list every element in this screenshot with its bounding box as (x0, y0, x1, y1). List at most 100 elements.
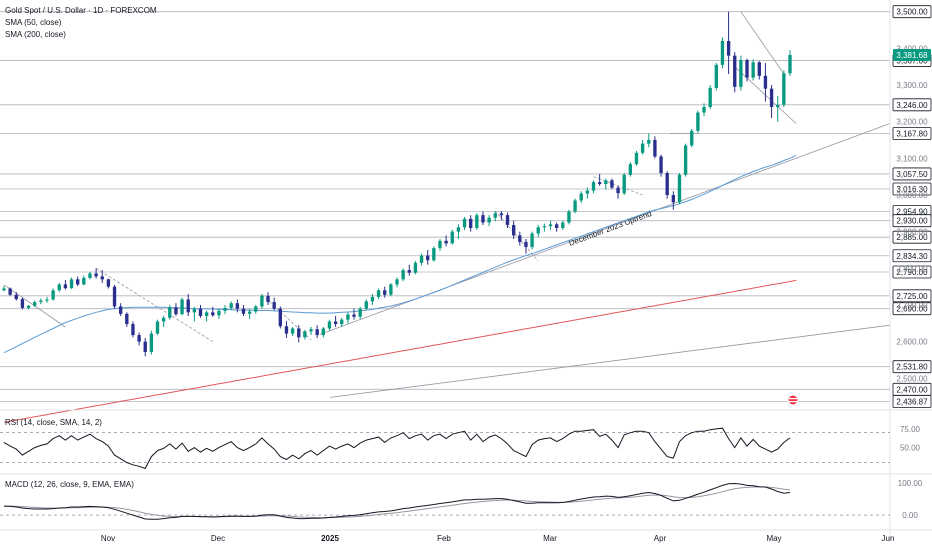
candle-body (63, 284, 68, 289)
candle (370, 294, 375, 305)
candle (481, 211, 485, 226)
candle-body (155, 321, 160, 334)
price-level-label: 3,057.50 (896, 170, 928, 179)
candle (561, 220, 565, 230)
rsi-legend[interactable]: RSI (14, close, SMA, 14, 2) (5, 418, 102, 427)
macd-panel[interactable]: 100.00 0.00 (0, 479, 923, 520)
price-level-tag (892, 289, 932, 303)
price-level-tag (892, 167, 932, 181)
sma200-legend[interactable]: SMA (200, close) (5, 30, 66, 39)
candle (51, 288, 55, 301)
candle (217, 308, 221, 319)
candle-body (683, 145, 688, 175)
candle-body (444, 240, 448, 244)
candle-body (739, 60, 743, 87)
candle-body (505, 215, 510, 226)
candle-body (567, 211, 571, 223)
candle (14, 292, 18, 301)
candle (2, 285, 6, 292)
sma50-series (3, 154, 797, 354)
candle-body (530, 233, 534, 248)
candle (186, 294, 190, 316)
candles[interactable] (2, 11, 792, 357)
candle-body (769, 88, 774, 107)
candle (168, 305, 172, 320)
candle (284, 321, 289, 338)
candle-body (733, 55, 737, 87)
candle (57, 283, 61, 292)
price-level-label: 2,470.00 (896, 385, 928, 394)
candle-body (2, 288, 6, 291)
candle-body (327, 321, 332, 329)
news-flag-icon[interactable] (787, 394, 799, 406)
candle (776, 96, 780, 122)
time-axis[interactable]: Nov Dec 2025 Feb Mar Apr May Jun (101, 534, 895, 543)
price-level-label: 2,531.80 (896, 363, 928, 372)
candle-body (192, 308, 197, 313)
candle-body (456, 227, 461, 232)
price-level-tag (892, 214, 932, 228)
candle-body (131, 324, 135, 336)
candle-body (622, 174, 626, 194)
candle-body (647, 140, 651, 144)
symbol-title[interactable]: Gold Spot / U.S. Dollar · 1D · FOREXCOM (5, 6, 157, 15)
candle-body (14, 294, 18, 300)
candle-body (401, 270, 405, 280)
candle (358, 306, 362, 319)
candle-body (272, 302, 276, 309)
candle (530, 231, 534, 250)
candle (493, 211, 497, 222)
candle-body (137, 335, 141, 342)
time-axis-label: Nov (101, 534, 115, 543)
price-level-label: 2,834.30 (896, 252, 928, 261)
macd-signal-series (4, 486, 791, 519)
candle-body (579, 193, 583, 201)
candle (548, 220, 553, 230)
candle-body (462, 218, 467, 228)
candle-body (235, 303, 240, 309)
rsi-tick-label: 50.00 (900, 444, 921, 453)
candle (585, 187, 590, 199)
candle-body (782, 73, 786, 105)
candle (524, 239, 528, 254)
long-term-trendline (329, 324, 891, 398)
rsi-panel[interactable]: 75.00 50.00 (0, 425, 921, 470)
rsi-tick-label: 75.00 (900, 425, 921, 434)
macd-legend[interactable]: MACD (12, 26, close, 9, EMA, EMA) (5, 480, 134, 489)
price-level-label: 2,790.00 (896, 268, 928, 277)
candle (352, 308, 356, 320)
candle-body (469, 218, 473, 228)
price-level-label: 2,885.00 (896, 233, 928, 242)
candle (327, 319, 332, 331)
candle (432, 246, 436, 262)
candle (395, 277, 399, 288)
candle (690, 129, 694, 148)
candle (112, 284, 117, 309)
candle-body (708, 87, 712, 107)
candle-body (585, 190, 590, 194)
candle-body (260, 295, 264, 307)
candle (665, 171, 669, 199)
candle (591, 180, 596, 194)
candle-body (112, 286, 117, 307)
candle-body (333, 321, 338, 325)
candle-body (604, 180, 608, 184)
sma50-legend[interactable]: SMA (50, close) (5, 18, 62, 27)
candle-body (161, 317, 166, 322)
price-level-label: 2,725.00 (896, 292, 928, 301)
candle (450, 229, 454, 245)
candle-body (524, 241, 528, 248)
candle-body (57, 284, 61, 291)
candle (235, 299, 240, 313)
candle (499, 211, 504, 220)
candle (82, 275, 86, 286)
sma50-line (3, 154, 797, 354)
candle-body (597, 182, 602, 184)
candle (769, 85, 774, 118)
candle-body (634, 152, 639, 165)
candle-body (671, 195, 676, 203)
candle-body (364, 301, 368, 309)
candle (229, 301, 233, 311)
